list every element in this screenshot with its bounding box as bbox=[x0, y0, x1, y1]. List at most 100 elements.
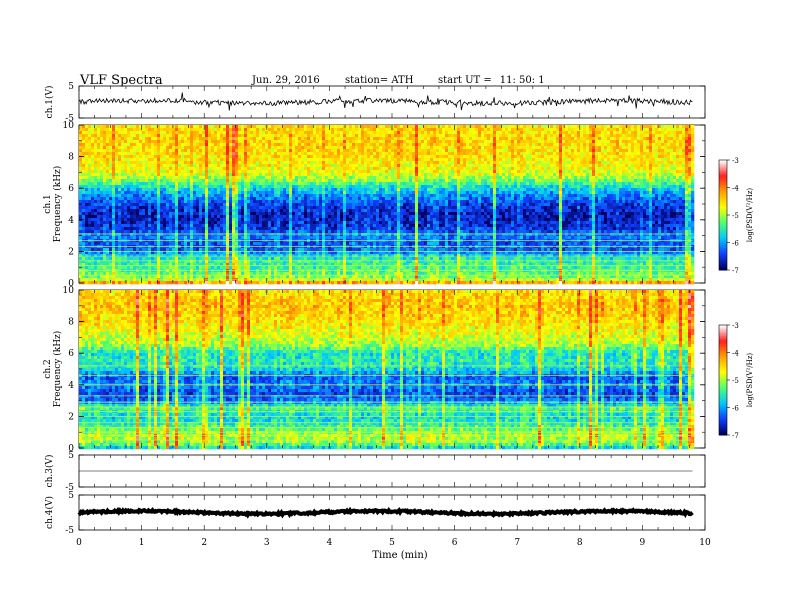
spectrogram-cell bbox=[301, 185, 305, 189]
spectrogram-cell bbox=[136, 146, 140, 150]
spectrogram-cell bbox=[601, 125, 605, 129]
spectrogram-cell bbox=[637, 125, 641, 129]
spectrogram-cell bbox=[475, 188, 479, 192]
spectrogram-cell bbox=[292, 143, 296, 147]
spectrogram-cell bbox=[388, 194, 392, 198]
spectrogram-cell bbox=[478, 179, 482, 183]
spectrogram-cell bbox=[571, 134, 575, 138]
spectrogram-cell bbox=[400, 164, 404, 168]
spectrogram-cell bbox=[673, 191, 677, 195]
spectrogram-cell bbox=[316, 161, 320, 165]
spectrogram-cell bbox=[316, 176, 320, 180]
spectrogram-cell bbox=[397, 158, 401, 162]
spectrogram-cell bbox=[487, 125, 491, 129]
spectrogram-cell bbox=[421, 161, 425, 165]
spectrogram-cell bbox=[592, 140, 596, 144]
spectrogram-cell bbox=[88, 140, 92, 144]
spectrogram-cell bbox=[271, 170, 275, 174]
spectrogram-cell bbox=[340, 173, 344, 177]
spectrogram-cell bbox=[346, 143, 350, 147]
spectrogram-cell bbox=[151, 185, 155, 189]
spectrogram-cell bbox=[250, 164, 254, 168]
spectrogram-cell bbox=[97, 134, 101, 138]
spectrogram-cell bbox=[505, 149, 509, 153]
spectrogram-cell bbox=[172, 140, 176, 144]
spectrogram-cell bbox=[496, 167, 500, 171]
spectrogram-cell bbox=[679, 143, 683, 147]
spectrogram-cell bbox=[565, 134, 569, 138]
spectrogram-cell bbox=[382, 140, 386, 144]
spectrogram-cell bbox=[103, 188, 107, 192]
spectrogram-cell bbox=[283, 137, 287, 141]
spectrogram-cell bbox=[580, 191, 584, 195]
spectrogram-cell bbox=[202, 179, 206, 183]
spectrogram-cell bbox=[370, 191, 374, 195]
spectrogram-cell bbox=[190, 170, 194, 174]
spectrogram-cell bbox=[142, 155, 146, 159]
spectrogram-cell bbox=[559, 170, 563, 174]
spectrogram-cell bbox=[427, 143, 431, 147]
spectrogram-cell bbox=[343, 143, 347, 147]
spectrogram-cell bbox=[673, 146, 677, 150]
spectrogram-cell bbox=[205, 170, 209, 174]
spectrogram-cell bbox=[103, 131, 107, 135]
spectrogram-cell bbox=[337, 125, 341, 129]
spectrogram-cell bbox=[376, 164, 380, 168]
spectrogram-cell bbox=[460, 170, 464, 174]
spectrogram-cell bbox=[577, 137, 581, 141]
spectrogram-cell bbox=[658, 125, 662, 129]
spectrogram-cell bbox=[667, 179, 671, 183]
spectrogram-cell bbox=[91, 158, 95, 162]
spectrogram-cell bbox=[295, 143, 299, 147]
spectrogram-cell bbox=[541, 173, 545, 177]
spectrogram-cell bbox=[568, 191, 572, 195]
spectrogram-cell bbox=[658, 182, 662, 186]
spectrogram-cell bbox=[403, 176, 407, 180]
spectrogram-cell bbox=[316, 143, 320, 147]
spectrogram-cell bbox=[511, 125, 515, 129]
spectrogram-cell bbox=[415, 161, 419, 165]
spectrogram-cell bbox=[391, 191, 395, 195]
spectrogram-cell bbox=[598, 194, 602, 198]
spectrogram-cell bbox=[121, 158, 125, 162]
spectrogram-cell bbox=[691, 191, 695, 195]
spectrogram-cell bbox=[133, 125, 137, 129]
spectrogram-cell bbox=[82, 179, 86, 183]
spectrogram-cell bbox=[115, 194, 119, 198]
spectrogram-cell bbox=[640, 179, 644, 183]
spectrogram-cell bbox=[121, 131, 125, 135]
spectrogram-cell bbox=[364, 161, 368, 165]
spectrogram-cell bbox=[520, 131, 524, 135]
spectrogram-cell bbox=[205, 128, 209, 132]
spectrogram-cell bbox=[79, 176, 83, 180]
spectrogram-cell bbox=[217, 161, 221, 165]
spectrogram-cell bbox=[112, 179, 116, 183]
spectrogram-cell bbox=[577, 125, 581, 129]
spectrogram-cell bbox=[235, 125, 239, 129]
spectrogram-cell bbox=[565, 191, 569, 195]
spectrogram-cell bbox=[133, 179, 137, 183]
spectrogram-cell bbox=[511, 194, 515, 198]
spectrogram-cell bbox=[592, 176, 596, 180]
spectrogram-cell bbox=[391, 167, 395, 171]
spectrogram-cell bbox=[385, 149, 389, 153]
spectrogram-cell bbox=[496, 179, 500, 183]
spectrogram-cell bbox=[271, 188, 275, 192]
spectrogram-cell bbox=[484, 143, 488, 147]
spectrogram-cell bbox=[601, 188, 605, 192]
spectrogram-cell bbox=[496, 143, 500, 147]
spectrogram-cell bbox=[391, 137, 395, 141]
spectrogram-cell bbox=[469, 134, 473, 138]
spectrogram-cell bbox=[169, 194, 173, 198]
spectrogram-cell bbox=[595, 179, 599, 183]
spectrogram-cell bbox=[358, 182, 362, 186]
spectrogram-cell bbox=[649, 155, 653, 159]
spectrogram-cell bbox=[322, 161, 326, 165]
spectrogram-cell bbox=[289, 161, 293, 165]
spectrogram-cell bbox=[631, 131, 635, 135]
spectrogram-cell bbox=[616, 161, 620, 165]
spectrogram-cell bbox=[214, 125, 218, 129]
spectrogram-cell bbox=[499, 164, 503, 168]
spectrogram-cell bbox=[646, 152, 650, 156]
spectrogram-cell bbox=[601, 152, 605, 156]
